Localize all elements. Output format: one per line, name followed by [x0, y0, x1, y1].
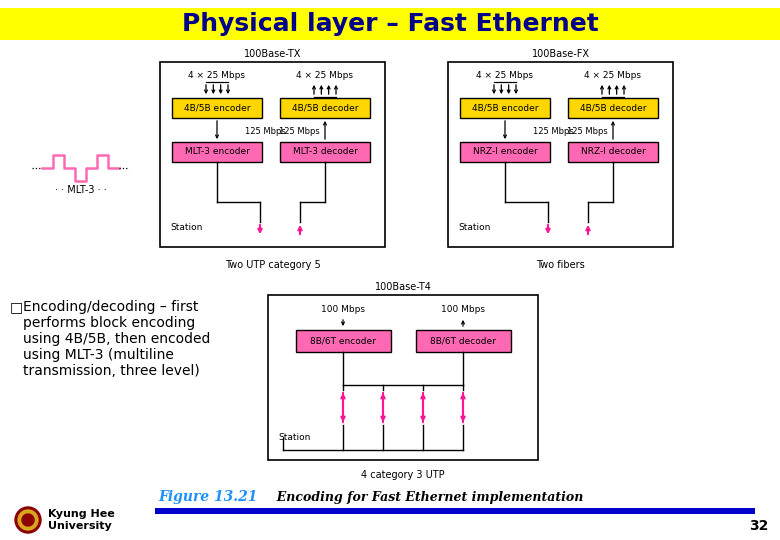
- Text: Station: Station: [278, 434, 310, 442]
- Bar: [268, 295, 538, 460]
- Text: University: University: [48, 521, 112, 531]
- Circle shape: [18, 510, 38, 530]
- Text: 4 × 25 Mbps: 4 × 25 Mbps: [296, 71, 353, 80]
- Bar: [416, 330, 510, 352]
- Bar: [172, 142, 262, 162]
- Bar: [172, 98, 262, 118]
- Bar: [296, 330, 391, 352]
- Text: □: □: [10, 300, 23, 314]
- Bar: [460, 142, 550, 162]
- Text: 100Base-T4: 100Base-T4: [374, 282, 431, 292]
- Text: 4 × 25 Mbps: 4 × 25 Mbps: [584, 71, 641, 80]
- Text: 4 × 25 Mbps: 4 × 25 Mbps: [477, 71, 534, 80]
- Text: Encoding for Fast Ethernet implementation: Encoding for Fast Ethernet implementatio…: [268, 490, 583, 503]
- Text: 4B/5B encoder: 4B/5B encoder: [184, 104, 250, 112]
- Bar: [155, 508, 755, 514]
- Text: Two fibers: Two fibers: [536, 260, 585, 270]
- Bar: [280, 142, 370, 162]
- Text: 4 × 25 Mbps: 4 × 25 Mbps: [189, 71, 246, 80]
- Text: · · MLT-3 · ·: · · MLT-3 · ·: [55, 185, 106, 195]
- Text: 125 Mbps: 125 Mbps: [567, 127, 608, 137]
- Text: Station: Station: [458, 222, 491, 232]
- Bar: [448, 62, 673, 247]
- Text: 8B/6T encoder: 8B/6T encoder: [310, 336, 376, 346]
- Bar: [280, 98, 370, 118]
- Bar: [160, 62, 385, 247]
- Text: 100 Mbps: 100 Mbps: [321, 305, 365, 314]
- Text: using 4B/5B, then encoded: using 4B/5B, then encoded: [23, 332, 211, 346]
- Text: NRZ-I decoder: NRZ-I decoder: [580, 147, 645, 157]
- Text: 4 category 3 UTP: 4 category 3 UTP: [361, 470, 445, 480]
- Bar: [568, 142, 658, 162]
- Text: 125 Mbps: 125 Mbps: [533, 127, 574, 137]
- Text: Figure 13.21: Figure 13.21: [158, 490, 257, 504]
- Text: 4B/5B decoder: 4B/5B decoder: [580, 104, 647, 112]
- Text: 100 Mbps: 100 Mbps: [441, 305, 485, 314]
- Text: MLT-3 encoder: MLT-3 encoder: [185, 147, 250, 157]
- Text: 4B/5B encoder: 4B/5B encoder: [472, 104, 538, 112]
- Bar: [460, 98, 550, 118]
- Text: Encoding/decoding – first: Encoding/decoding – first: [23, 300, 198, 314]
- Text: 125 Mbps: 125 Mbps: [245, 127, 285, 137]
- Text: 125 Mbps: 125 Mbps: [279, 127, 320, 137]
- Circle shape: [22, 514, 34, 526]
- Text: 4B/5B decoder: 4B/5B decoder: [292, 104, 358, 112]
- Circle shape: [15, 507, 41, 533]
- Text: Kyung Hee: Kyung Hee: [48, 509, 115, 519]
- Text: Two UTP category 5: Two UTP category 5: [225, 260, 321, 270]
- Text: 32: 32: [749, 519, 768, 533]
- Text: using MLT-3 (multiline: using MLT-3 (multiline: [23, 348, 174, 362]
- Text: 8B/6T decoder: 8B/6T decoder: [430, 336, 496, 346]
- Text: 100Base-TX: 100Base-TX: [244, 49, 301, 59]
- Text: 100Base-FX: 100Base-FX: [531, 49, 590, 59]
- Bar: [568, 98, 658, 118]
- Text: NRZ-I encoder: NRZ-I encoder: [473, 147, 537, 157]
- Text: Physical layer – Fast Ethernet: Physical layer – Fast Ethernet: [182, 12, 598, 36]
- Bar: [0, 8, 780, 40]
- Text: MLT-3 decoder: MLT-3 decoder: [292, 147, 357, 157]
- Text: performs block encoding: performs block encoding: [23, 316, 195, 330]
- Text: transmission, three level): transmission, three level): [23, 364, 200, 378]
- Text: Station: Station: [170, 222, 202, 232]
